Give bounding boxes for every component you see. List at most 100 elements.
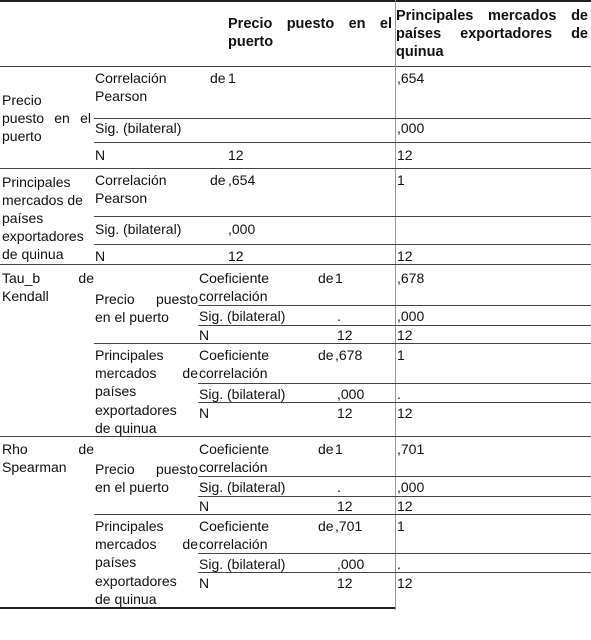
stat-label-de: de xyxy=(318,441,334,457)
stat-label: N xyxy=(199,498,210,514)
cell-value: ,654 xyxy=(397,70,425,86)
row-rule xyxy=(198,553,591,554)
cell-value: 12 xyxy=(397,405,413,421)
row-label-principales: de quinua xyxy=(95,420,157,436)
header-rule xyxy=(0,66,591,67)
cell-value: 12 xyxy=(337,575,353,591)
cell-value: ,678 xyxy=(397,270,425,286)
cell-value: ,701 xyxy=(335,518,363,534)
cell-value: ,000 xyxy=(337,556,365,572)
stat-label: Sig. (bilateral) xyxy=(199,386,286,402)
cell-value: ,654 xyxy=(228,172,256,188)
row-label-principales: exportadores xyxy=(2,228,84,244)
stat-label: Coeficiente xyxy=(199,518,270,534)
cell-value: 1 xyxy=(397,518,405,534)
stat-label-de: de xyxy=(318,270,334,286)
method-label-spearman: Spearman xyxy=(2,459,67,475)
row-rule xyxy=(94,514,591,515)
cell-value: 12 xyxy=(337,327,353,343)
row-label-principales: mercados de xyxy=(95,365,198,381)
cell-value: . xyxy=(337,479,341,495)
stat-label-de: de xyxy=(318,347,334,363)
row-label-precio: puesto en el xyxy=(2,110,91,126)
cell-value: 12 xyxy=(397,248,413,264)
stat-label: Coeficiente xyxy=(199,347,270,363)
row-rule xyxy=(94,244,591,245)
stat-label: Pearson xyxy=(95,88,148,104)
row-rule xyxy=(198,476,591,477)
group-rule xyxy=(0,436,591,437)
row-label-principales: exportadores xyxy=(95,402,177,418)
cell-value: ,000 xyxy=(337,386,365,402)
cell-value: 1 xyxy=(397,172,405,188)
cell-value: 12 xyxy=(397,575,413,591)
table-bottom-rule xyxy=(0,607,395,609)
stat-label: correlación xyxy=(199,365,268,381)
stat-label: Sig. (bilateral) xyxy=(95,120,182,136)
row-label-principales: Principales xyxy=(95,347,164,363)
cell-value: ,000 xyxy=(397,308,425,324)
header-col2-line: países exportadores de xyxy=(396,26,588,42)
header-col2-line: quinua xyxy=(396,44,444,60)
cell-value: 12 xyxy=(337,405,353,421)
row-label-precio: en el puerto xyxy=(95,309,169,325)
cell-value: . xyxy=(397,386,401,402)
row-label-principales: mercados de xyxy=(2,192,83,208)
row-rule xyxy=(94,343,591,344)
cell-value: ,678 xyxy=(335,347,363,363)
cell-value: 12 xyxy=(397,147,413,163)
row-label-precio: Precio puesto xyxy=(95,461,198,477)
stat-label-de: de xyxy=(318,518,334,534)
cell-value: . xyxy=(397,556,401,572)
row-rule xyxy=(198,305,591,306)
row-rule xyxy=(198,383,591,384)
cell-value: 1 xyxy=(335,441,343,457)
stat-label: Sig. (bilateral) xyxy=(199,556,286,572)
cell-value: 12 xyxy=(397,327,413,343)
row-label-principales: Principales xyxy=(95,518,164,534)
row-label-principales: de quinua xyxy=(95,591,157,607)
stat-label-de: de xyxy=(210,70,226,86)
cell-value: ,000 xyxy=(397,479,425,495)
row-label-principales: países xyxy=(2,210,44,226)
row-label-precio: en el puerto xyxy=(95,479,169,495)
stat-label: Sig. (bilateral) xyxy=(199,308,286,324)
stat-label: Coeficiente xyxy=(199,441,270,457)
stat-label: N xyxy=(95,248,106,264)
cell-value: ,701 xyxy=(397,441,425,457)
cell-value: ,000 xyxy=(397,120,425,136)
row-rule xyxy=(198,325,591,326)
row-label-principales: países xyxy=(95,554,137,570)
stat-label: Sig. (bilateral) xyxy=(199,479,286,495)
cell-value: 12 xyxy=(397,498,413,514)
row-label-principales: de quinua xyxy=(2,246,64,262)
row-label-principales: exportadores xyxy=(95,573,177,589)
stat-label: correlación xyxy=(199,536,268,552)
group-rule xyxy=(0,168,591,169)
row-rule xyxy=(198,572,591,573)
stat-label: Pearson xyxy=(95,190,148,206)
row-rule xyxy=(198,496,591,497)
row-label-principales: países xyxy=(95,383,137,399)
stat-label-de: de xyxy=(210,172,226,188)
stat-label: Sig. (bilateral) xyxy=(95,221,182,237)
row-label-principales: Principales xyxy=(2,174,71,190)
cell-value: 12 xyxy=(337,498,353,514)
stat-label: Correlación xyxy=(95,70,167,86)
cell-value: 1 xyxy=(228,70,236,86)
cell-value: . xyxy=(337,308,341,324)
cell-value: 12 xyxy=(228,248,244,264)
row-rule xyxy=(94,216,591,217)
method-label-spearman: Rho de xyxy=(2,441,94,457)
row-rule xyxy=(94,118,591,119)
method-label-kendall: Tau_b de xyxy=(2,270,94,286)
cell-value: 12 xyxy=(228,147,244,163)
table-top-rule xyxy=(0,0,591,2)
stat-label: N xyxy=(199,327,210,343)
row-rule xyxy=(198,402,591,403)
stat-label: N xyxy=(199,405,210,421)
group-rule xyxy=(0,264,591,265)
header-col2-line: Principales mercados de xyxy=(396,8,588,24)
row-label-precio: Precio xyxy=(2,92,42,108)
stat-label: Correlación xyxy=(95,172,167,188)
